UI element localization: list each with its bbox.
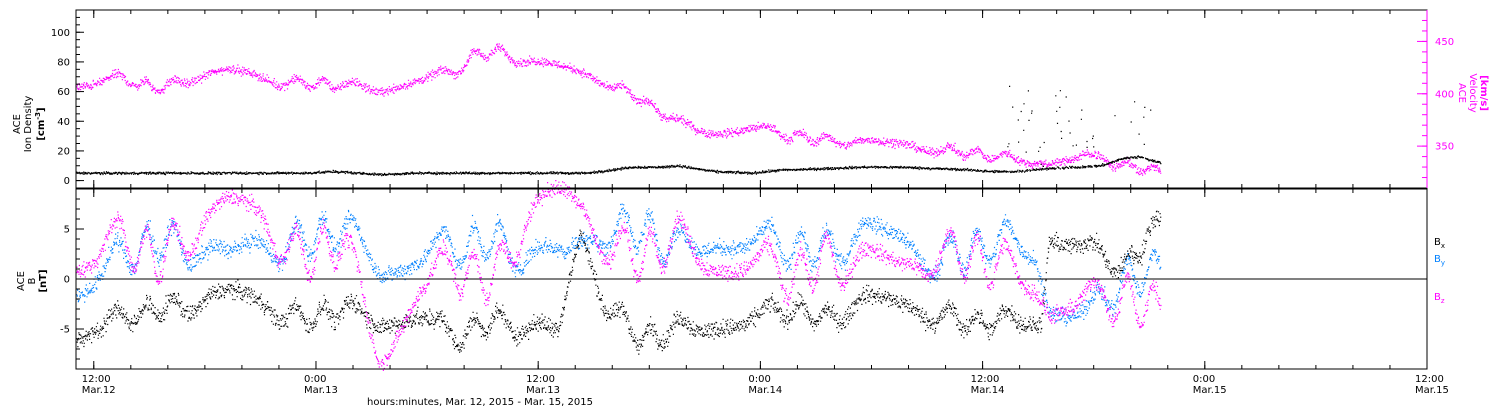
x-tick-label-date: Mar.14 (748, 385, 782, 396)
top-left-axis-unit: [cm-3] (34, 107, 47, 140)
x-tick-label-date: Mar.13 (304, 385, 338, 396)
bottom-left-tick-label: 0 (64, 275, 70, 286)
top-right-axis-label-line1: ACE (1456, 83, 1467, 103)
x-tick-label-time: 0:00 (748, 374, 770, 385)
x-tick-label-date: Mar.13 (526, 385, 560, 396)
x-tick-label-time: 12:00 (1415, 374, 1444, 385)
top-panel-frame (75, 9, 1428, 189)
legend-by: By (1434, 254, 1445, 267)
bottom-left-tick-label: -5 (60, 325, 70, 336)
x-tick-label-date: Mar.12 (82, 385, 116, 396)
x-tick-label-date: Mar.15 (1193, 385, 1227, 396)
x-tick-label-time: 12:00 (526, 374, 555, 385)
velocity-series (76, 43, 1162, 176)
top-right-tick-label: 450 (1435, 37, 1454, 48)
x-tick-label-time: 12:00 (82, 374, 111, 385)
bottom-left-axis-label-line1: ACE (16, 271, 27, 291)
x-tick-label-date: Mar.15 (1415, 385, 1449, 396)
ion-density-series (76, 85, 1162, 177)
top-left-tick-label: 60 (57, 87, 70, 98)
bottom-left-axis-unit: [nT] (38, 269, 49, 292)
x-axis-title: hours:minutes, Mar. 12, 2015 - Mar. 15, … (367, 397, 593, 408)
top-left-tick-label: 0 (64, 176, 70, 187)
top-left-tick-label: 100 (51, 28, 70, 39)
x-tick-label-date: Mar.14 (971, 385, 1005, 396)
legend-bz: Bz (1434, 292, 1445, 305)
bottom-left-axis-label-line2: B (27, 277, 38, 284)
top-right-axis-unit: [km/s] (1478, 75, 1489, 111)
velocity-points (76, 43, 1162, 176)
by-points (76, 203, 1162, 327)
top-right-axis-label-line2: Velocity (1467, 73, 1478, 112)
by-series (76, 203, 1162, 327)
x-tick-label-time: 0:00 (1193, 374, 1215, 385)
top-left-tick-label: 40 (57, 117, 70, 128)
bottom-left-tick-label: 5 (64, 225, 70, 236)
bz-points (76, 180, 1162, 371)
x-tick-label-time: 0:00 (304, 374, 326, 385)
top-left-tick-label: 20 (57, 146, 70, 157)
ion-density-points (76, 85, 1162, 177)
bz-series (76, 180, 1162, 371)
top-left-axis-label-line1: ACE (12, 114, 23, 134)
data-points (76, 43, 1162, 371)
top-right-tick-label: 400 (1435, 89, 1454, 100)
top-left-tick-label: 80 (57, 57, 70, 68)
top-right-tick-label: 350 (1435, 142, 1454, 153)
top-left-axis-label-line2: Ion Density (23, 96, 34, 153)
x-tick-label-time: 12:00 (971, 374, 1000, 385)
legend-bx: Bx (1434, 237, 1445, 250)
axis-ticks: 12:00Mar.120:00Mar.1312:00Mar.130:00Mar.… (51, 10, 1454, 396)
